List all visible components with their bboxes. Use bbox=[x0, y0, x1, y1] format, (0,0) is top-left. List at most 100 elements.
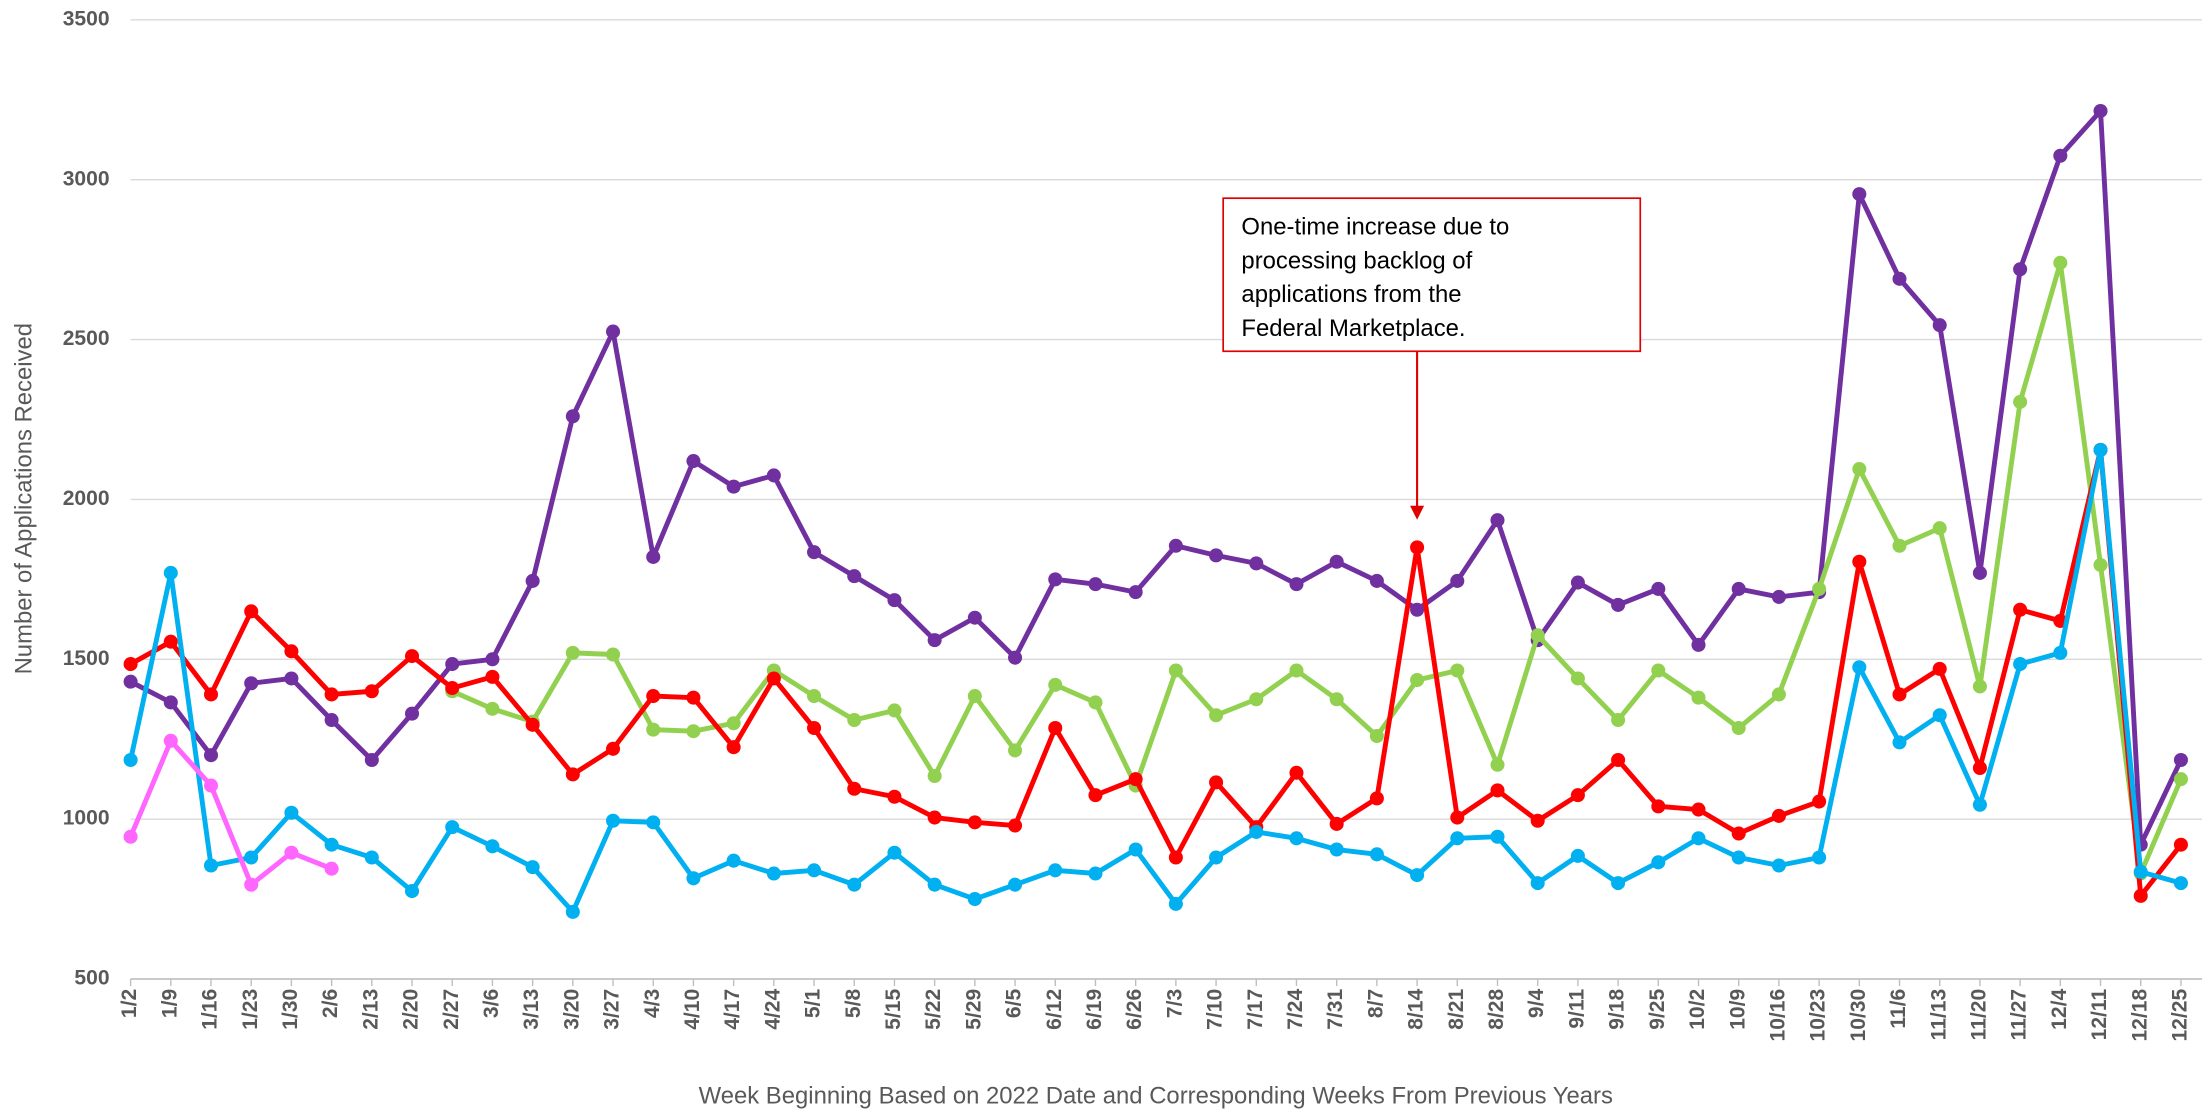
point bbox=[1369, 847, 1384, 862]
point bbox=[445, 657, 460, 672]
point bbox=[203, 748, 219, 763]
x-tick-label: 10/30 bbox=[1847, 989, 1870, 1042]
annotation-text: processing backlog of bbox=[1241, 247, 1472, 274]
point bbox=[1490, 829, 1505, 844]
point bbox=[646, 549, 661, 564]
point bbox=[887, 593, 902, 608]
point bbox=[1892, 538, 1907, 553]
x-tick-label: 11/20 bbox=[1967, 989, 1990, 1041]
point bbox=[2093, 442, 2108, 457]
point bbox=[1771, 589, 1786, 604]
point bbox=[284, 644, 299, 659]
point bbox=[686, 871, 701, 886]
x-tick-label: 12/18 bbox=[2128, 989, 2151, 1042]
x-tick-label: 2/6 bbox=[319, 989, 342, 1018]
point bbox=[163, 695, 178, 710]
point bbox=[1852, 554, 1867, 569]
x-tick-label: 7/31 bbox=[1324, 989, 1347, 1030]
point bbox=[203, 858, 219, 873]
point bbox=[1209, 548, 1224, 563]
point bbox=[1731, 581, 1746, 596]
x-tick-label: 2/20 bbox=[400, 989, 423, 1030]
x-tick-label: 9/4 bbox=[1525, 989, 1548, 1019]
y-tick-label: 3000 bbox=[63, 167, 110, 190]
x-tick-label: 12/11 bbox=[2088, 989, 2111, 1041]
point bbox=[1651, 799, 1666, 814]
x-tick-label: 9/11 bbox=[1565, 989, 1588, 1029]
point bbox=[1008, 877, 1023, 892]
x-tick-label: 4/24 bbox=[761, 989, 784, 1030]
x-tick-label: 3/13 bbox=[520, 989, 543, 1030]
point bbox=[284, 805, 299, 820]
point bbox=[1088, 695, 1103, 710]
point bbox=[123, 829, 138, 844]
point bbox=[2013, 657, 2028, 672]
point bbox=[163, 733, 178, 748]
point bbox=[887, 845, 902, 860]
x-tick-label: 7/17 bbox=[1244, 989, 1267, 1030]
point bbox=[1932, 661, 1947, 676]
point bbox=[2053, 255, 2068, 270]
x-tick-label: 11/27 bbox=[2008, 989, 2031, 1041]
point bbox=[1691, 802, 1706, 817]
point bbox=[2013, 394, 2028, 409]
point bbox=[1048, 863, 1063, 878]
point bbox=[244, 676, 259, 691]
point bbox=[1972, 760, 1987, 776]
x-tick-label: 3/20 bbox=[560, 989, 583, 1030]
point bbox=[1088, 788, 1103, 803]
point bbox=[2013, 262, 2028, 277]
point bbox=[2173, 876, 2188, 891]
point bbox=[2173, 772, 2188, 787]
series-line bbox=[128, 447, 2182, 915]
x-tick-label: 1/2 bbox=[118, 989, 141, 1018]
series-line bbox=[129, 447, 2183, 899]
point bbox=[1892, 687, 1907, 702]
point bbox=[1972, 565, 1987, 580]
point bbox=[887, 789, 902, 804]
point bbox=[646, 815, 661, 830]
x-tick-label: 6/12 bbox=[1043, 989, 1066, 1030]
point bbox=[726, 740, 741, 755]
point bbox=[927, 633, 942, 648]
point bbox=[1209, 708, 1224, 723]
point bbox=[807, 863, 822, 878]
point bbox=[324, 861, 339, 876]
point bbox=[927, 768, 942, 784]
point bbox=[1289, 831, 1304, 846]
point bbox=[1731, 721, 1746, 736]
point bbox=[1329, 842, 1344, 857]
point bbox=[766, 866, 781, 881]
point bbox=[1088, 577, 1103, 592]
point bbox=[525, 717, 540, 732]
point bbox=[1812, 581, 1827, 596]
point bbox=[1249, 692, 1264, 707]
x-tick-label: 10/2 bbox=[1686, 989, 1709, 1030]
x-tick-label: 5/22 bbox=[922, 989, 945, 1030]
point bbox=[203, 778, 219, 793]
point bbox=[485, 652, 500, 667]
point bbox=[726, 853, 741, 868]
point bbox=[766, 671, 781, 686]
point bbox=[1932, 521, 1947, 536]
point bbox=[1450, 831, 1465, 846]
point bbox=[847, 569, 862, 584]
x-tick-label: 5/1 bbox=[802, 989, 825, 1019]
point bbox=[606, 647, 621, 662]
x-tick-label: 1/9 bbox=[158, 989, 181, 1018]
point bbox=[1168, 663, 1183, 678]
point bbox=[2093, 103, 2108, 118]
point bbox=[807, 545, 822, 560]
point bbox=[967, 610, 982, 625]
x-tick-label: 9/18 bbox=[1606, 989, 1629, 1030]
point bbox=[1450, 573, 1465, 588]
point bbox=[1289, 663, 1304, 678]
y-tick-label: 2500 bbox=[63, 327, 110, 350]
point bbox=[123, 752, 138, 768]
point bbox=[927, 810, 942, 825]
point bbox=[565, 409, 580, 424]
point bbox=[1008, 743, 1023, 758]
point bbox=[525, 860, 540, 875]
point bbox=[2133, 864, 2148, 879]
